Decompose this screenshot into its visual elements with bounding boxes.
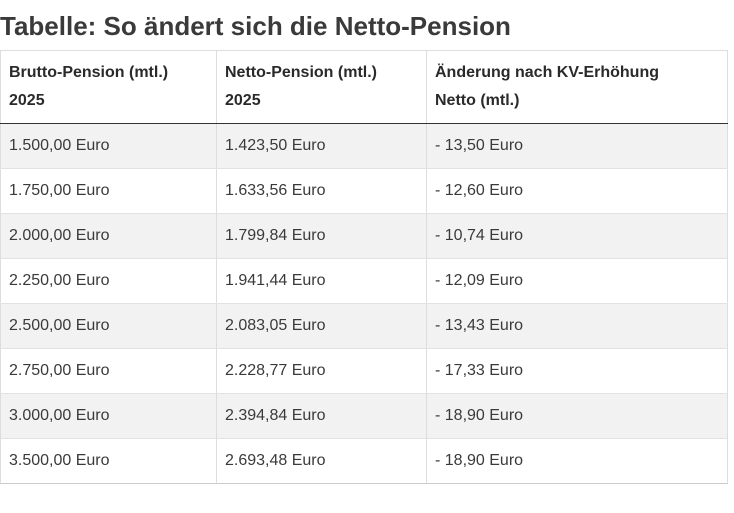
- cell-aenderung: - 12,09 Euro: [426, 258, 728, 304]
- cell-brutto: 3.500,00 Euro: [0, 438, 217, 484]
- cell-brutto: 2.500,00 Euro: [0, 303, 217, 349]
- header-label: Netto (mtl.): [435, 92, 520, 109]
- cell-netto: 1.941,44 Euro: [216, 258, 427, 304]
- cell-netto: 1.633,56 Euro: [216, 168, 427, 214]
- cell-brutto: 1.500,00 Euro: [0, 123, 217, 169]
- table-row: 1.500,00 Euro 1.423,50 Euro - 13,50 Euro: [0, 123, 728, 169]
- table-row: 2.750,00 Euro 2.228,77 Euro - 17,33 Euro: [0, 348, 728, 394]
- header-label: 2025: [9, 92, 45, 109]
- cell-netto: 2.394,84 Euro: [216, 393, 427, 439]
- header-brutto-pension: Brutto-Pension (mtl.) 2025: [0, 50, 217, 124]
- cell-brutto: 2.000,00 Euro: [0, 213, 217, 259]
- table-body: 1.500,00 Euro 1.423,50 Euro - 13,50 Euro…: [0, 123, 728, 484]
- pension-table-container: Brutto-Pension (mtl.) 2025 Netto-Pension…: [0, 50, 728, 484]
- cell-netto: 1.423,50 Euro: [216, 123, 427, 169]
- cell-brutto: 2.750,00 Euro: [0, 348, 217, 394]
- cell-netto: 1.799,84 Euro: [216, 213, 427, 259]
- cell-brutto: 1.750,00 Euro: [0, 168, 217, 214]
- table-row: 3.500,00 Euro 2.693,48 Euro - 18,90 Euro: [0, 438, 728, 484]
- cell-brutto: 2.250,00 Euro: [0, 258, 217, 304]
- header-label: Änderung nach KV-Erhöhung: [435, 64, 659, 81]
- header-netto-pension: Netto-Pension (mtl.) 2025: [216, 50, 427, 124]
- header-label: 2025: [225, 92, 261, 109]
- cell-netto: 2.228,77 Euro: [216, 348, 427, 394]
- cell-aenderung: - 13,43 Euro: [426, 303, 728, 349]
- cell-aenderung: - 10,74 Euro: [426, 213, 728, 259]
- cell-aenderung: - 17,33 Euro: [426, 348, 728, 394]
- header-row: Brutto-Pension (mtl.) 2025 Netto-Pension…: [0, 50, 728, 124]
- table-row: 2.000,00 Euro 1.799,84 Euro - 10,74 Euro: [0, 213, 728, 259]
- table-row: 2.250,00 Euro 1.941,44 Euro - 12,09 Euro: [0, 258, 728, 304]
- header-aenderung: Änderung nach KV-Erhöhung Netto (mtl.): [426, 50, 728, 124]
- header-label: Netto-Pension (mtl.): [225, 64, 377, 81]
- cell-netto: 2.693,48 Euro: [216, 438, 427, 484]
- cell-aenderung: - 12,60 Euro: [426, 168, 728, 214]
- table-row: 3.000,00 Euro 2.394,84 Euro - 18,90 Euro: [0, 393, 728, 439]
- cell-aenderung: - 18,90 Euro: [426, 393, 728, 439]
- cell-aenderung: - 13,50 Euro: [426, 123, 728, 169]
- table-row: 1.750,00 Euro 1.633,56 Euro - 12,60 Euro: [0, 168, 728, 214]
- cell-aenderung: - 18,90 Euro: [426, 438, 728, 484]
- table-header: Brutto-Pension (mtl.) 2025 Netto-Pension…: [0, 50, 728, 124]
- page-title: Tabelle: So ändert sich die Netto-Pensio…: [0, 11, 511, 41]
- cell-brutto: 3.000,00 Euro: [0, 393, 217, 439]
- pension-table: Brutto-Pension (mtl.) 2025 Netto-Pension…: [0, 50, 728, 484]
- table-row: 2.500,00 Euro 2.083,05 Euro - 13,43 Euro: [0, 303, 728, 349]
- cell-netto: 2.083,05 Euro: [216, 303, 427, 349]
- header-label: Brutto-Pension (mtl.): [9, 64, 169, 81]
